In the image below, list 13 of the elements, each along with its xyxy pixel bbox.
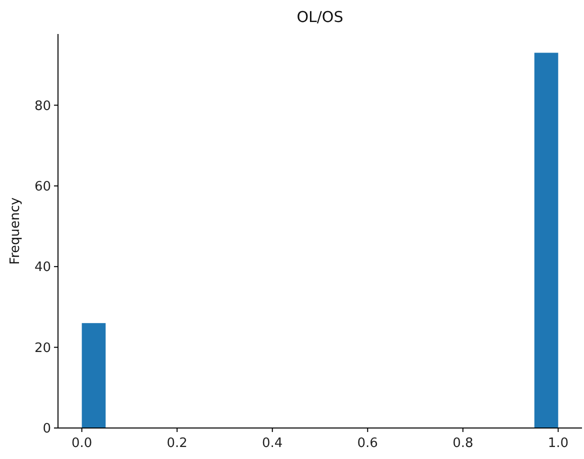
y-tick-label: 20: [34, 340, 51, 356]
x-tick-label: 0.6: [357, 436, 378, 451]
chart-title: OL/OS: [296, 8, 344, 26]
x-tick-label: 0.2: [166, 436, 188, 451]
x-tick-label: 0.8: [452, 436, 474, 451]
x-tick-label: 0.4: [262, 436, 283, 451]
y-axis-title: Frequency: [8, 197, 23, 265]
y-tick-label: 80: [34, 98, 51, 114]
y-tick-label: 60: [34, 179, 51, 194]
x-tick-label: 0.0: [71, 436, 92, 451]
x-tick-label: 1.0: [548, 436, 569, 451]
y-tick-label: 0: [42, 422, 51, 437]
y-tick-label: 40: [34, 260, 51, 276]
